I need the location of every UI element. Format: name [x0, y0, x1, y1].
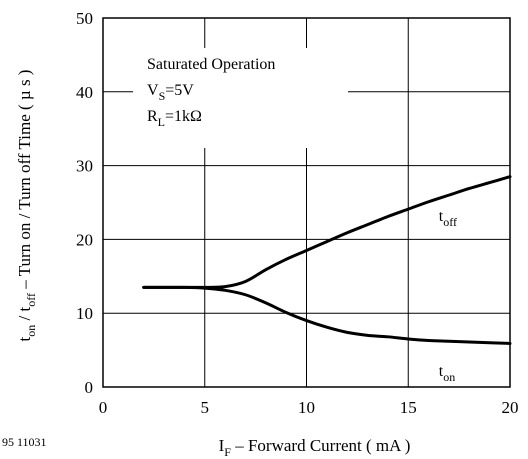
y-axis-label: ton / toff – Turn on / Turn off Time ( µ…: [15, 70, 38, 342]
series-lines: [142, 175, 512, 345]
annotation-rl-sub: L: [158, 115, 165, 129]
x-tick-label: 0: [99, 398, 108, 417]
series-line-toff: [142, 175, 512, 289]
series-label-toff-main: t: [439, 208, 444, 225]
x-axis-label-rest: – Forward Current ( mA ): [231, 436, 410, 455]
y-tick-label: 40: [76, 83, 93, 102]
y-tick-label: 20: [76, 230, 93, 249]
x-axis-label-sub: F: [224, 445, 231, 459]
annotation: Saturated Operation VS=5V RL=1kΩ: [133, 48, 348, 148]
y-tick-label: 50: [76, 9, 93, 28]
x-tick-label: 15: [400, 398, 417, 417]
y-tick-labels: 0 10 20 30 40 50: [76, 9, 93, 397]
annotation-rl-main: R: [147, 108, 158, 125]
x-axis-label-main: I: [219, 436, 225, 455]
annotation-vs-rest: =5V: [165, 82, 194, 99]
x-tick-label: 5: [201, 398, 210, 417]
annotation-vs-main: V: [147, 82, 159, 99]
annotation-vs-sub: S: [159, 89, 166, 103]
annotation-rl-rest: =1kΩ: [165, 108, 202, 125]
y-tick-label: 30: [76, 157, 93, 176]
y-axis-label-t2: / t: [15, 307, 34, 325]
x-tick-labels: 0 5 10 15 20: [99, 398, 519, 417]
series-label-ton: ton: [439, 363, 455, 384]
x-tick-label: 10: [298, 398, 315, 417]
x-tick-label: 20: [502, 398, 519, 417]
series-label-toff: toff: [439, 208, 457, 229]
figure-id: 95 11031: [2, 435, 47, 449]
y-axis-label-on: on: [24, 325, 38, 337]
series-label-ton-sub: on: [443, 370, 455, 384]
annotation-load-resistance: RL=1kΩ: [147, 108, 202, 129]
y-axis-label-off: off: [24, 293, 38, 307]
annotation-operation: Saturated Operation: [147, 56, 275, 73]
y-tick-label: 0: [85, 378, 94, 397]
plot-frame: [102, 17, 511, 388]
series-label-toff-sub: off: [443, 215, 457, 229]
series-line-ton: [142, 285, 512, 345]
y-tick-label: 10: [76, 304, 93, 323]
series-label-ton-main: t: [439, 363, 444, 380]
annotation-supply-voltage: VS=5V: [147, 82, 194, 103]
annotation-background: [133, 48, 348, 148]
y-axis-label-t1: t: [15, 336, 34, 341]
x-axis-label: IF – Forward Current ( mA ): [219, 436, 411, 459]
y-axis-label-rest: – Turn on / Turn off Time ( µ s ): [15, 70, 34, 293]
